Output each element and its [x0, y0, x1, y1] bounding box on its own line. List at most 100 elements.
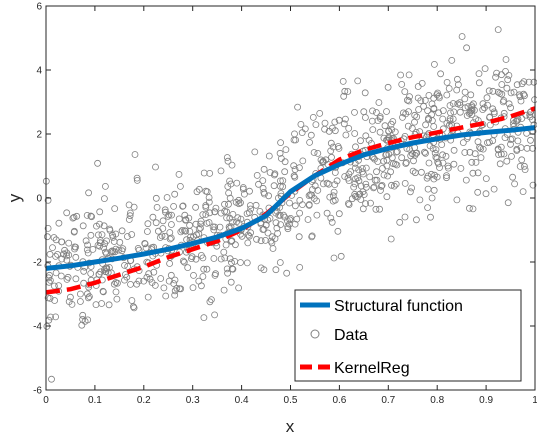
data-point: [283, 269, 291, 277]
data-point: [118, 227, 126, 235]
data-point: [510, 88, 518, 96]
data-point: [178, 226, 186, 234]
data-point: [405, 71, 413, 79]
data-point: [439, 115, 447, 123]
data-point: [291, 166, 299, 173]
data-point: [51, 282, 58, 290]
x-tick-label: 0.9: [479, 395, 493, 406]
data-point: [401, 213, 409, 221]
data-point: [485, 87, 493, 95]
data-point: [500, 150, 508, 158]
data-point: [518, 80, 526, 88]
data-point: [323, 209, 331, 217]
data-point: [424, 204, 432, 212]
data-point: [111, 205, 119, 213]
data-point: [409, 167, 417, 175]
data-point: [480, 104, 488, 112]
data-point: [133, 280, 141, 288]
data-point: [284, 225, 292, 233]
data-point: [158, 232, 166, 240]
data-point: [450, 108, 458, 116]
data-point: [431, 149, 439, 157]
data-point: [508, 152, 515, 160]
data-point: [217, 167, 225, 175]
data-point: [383, 108, 390, 115]
data-point: [225, 223, 233, 231]
data-point: [344, 200, 352, 207]
data-point: [458, 33, 466, 40]
data-point: [443, 172, 450, 180]
data-point: [430, 104, 438, 112]
data-point: [439, 151, 447, 159]
data-point: [58, 255, 66, 263]
data-point: [44, 196, 52, 204]
data-point: [152, 194, 160, 202]
data-point: [490, 108, 498, 116]
data-point: [420, 102, 428, 110]
data-point: [334, 227, 342, 235]
data-point: [505, 100, 513, 108]
data-point: [72, 275, 80, 283]
data-point: [376, 128, 384, 136]
data-point: [276, 259, 284, 266]
data-point: [268, 233, 276, 241]
data-point: [166, 235, 174, 243]
data-point: [372, 109, 380, 116]
data-point: [52, 236, 60, 244]
data-point: [50, 234, 58, 241]
data-point: [157, 275, 165, 282]
data-point: [125, 216, 133, 223]
data-point: [124, 233, 131, 240]
data-point: [260, 188, 268, 196]
data-point: [47, 313, 54, 321]
data-point: [411, 151, 419, 159]
data-point: [197, 251, 205, 259]
data-point: [521, 92, 528, 100]
data-point: [71, 243, 79, 251]
y-tick-label: 6: [36, 2, 42, 13]
data-point: [519, 188, 527, 196]
data-point: [412, 216, 420, 224]
data-point: [359, 205, 367, 213]
data-point: [454, 100, 462, 108]
data-point: [83, 211, 91, 219]
data-point: [167, 221, 175, 228]
data-point: [514, 137, 522, 145]
data-point: [247, 229, 255, 237]
data-point: [265, 192, 273, 200]
data-point: [224, 269, 232, 277]
data-point: [290, 172, 298, 180]
data-point: [153, 203, 161, 211]
data-point: [345, 177, 353, 185]
data-point: [151, 281, 159, 289]
data-point: [238, 232, 246, 240]
data-point: [474, 169, 482, 177]
data-point: [305, 192, 313, 200]
data-point: [189, 284, 197, 292]
data-point: [281, 213, 289, 221]
data-point: [159, 217, 167, 225]
data-point: [122, 271, 129, 278]
data-point: [335, 116, 343, 124]
data-point: [101, 266, 108, 274]
data-point: [520, 90, 527, 98]
data-point: [296, 196, 304, 204]
data-point: [190, 233, 197, 241]
data-point: [290, 136, 298, 144]
data-point: [200, 169, 208, 177]
data-point: [129, 303, 137, 311]
data-point: [513, 81, 521, 89]
data-point: [181, 211, 189, 219]
data-point: [171, 291, 179, 299]
data-point: [141, 240, 149, 248]
data-point: [226, 177, 234, 185]
data-point: [205, 198, 213, 206]
data-point: [381, 122, 389, 130]
data-point: [108, 247, 116, 255]
data-point: [513, 117, 521, 124]
data-point: [446, 117, 454, 125]
data-point: [95, 231, 102, 239]
data-point: [211, 208, 219, 216]
data-point: [101, 195, 108, 203]
data-point: [166, 260, 174, 267]
